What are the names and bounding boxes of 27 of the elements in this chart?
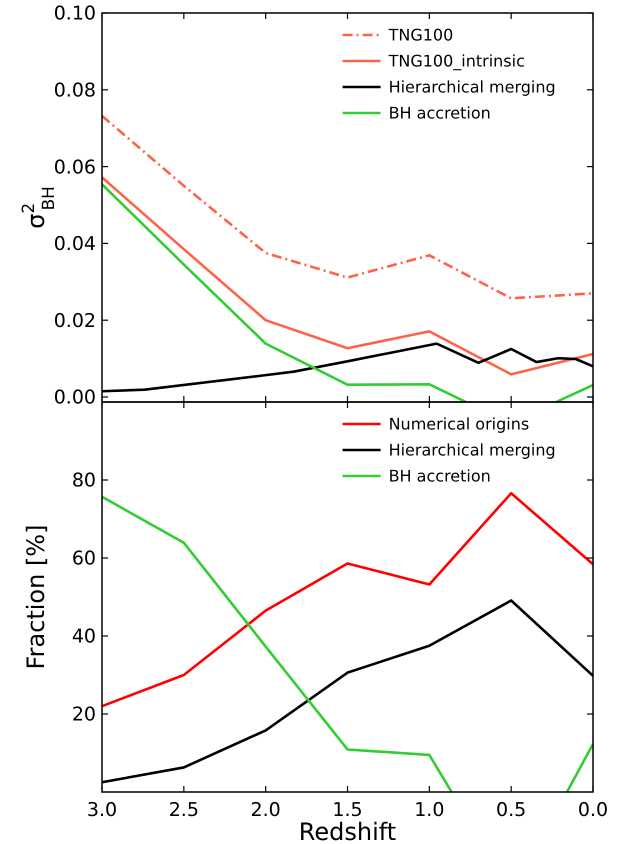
x-tick-label: 2.0 [250,799,281,821]
x-tick-label: 2.5 [168,799,199,821]
x-tick-label: 3.0 [86,799,118,821]
x-tick-label: 1.5 [332,799,363,821]
y-tick-label: 60 [72,548,96,570]
y-tick-label: 0.04 [54,233,96,256]
y-axis-title: Fraction [%] [22,524,50,670]
y-tick-label: 20 [72,704,96,726]
line-series [100,492,594,708]
legend-label: Numerical origins [388,414,530,434]
x-tick-label: 1.0 [414,799,444,821]
legend-label: Hierarchical merging [388,440,556,460]
y-tick-label: 40 [72,626,96,648]
legend-label: TNG100 [388,26,454,45]
y-tick-label: 0.10 [54,2,96,25]
legend-label: BH accretion [388,104,491,123]
y-tick-label: 80 [72,470,96,492]
y-tick-label: 0.08 [54,79,96,102]
legend-label: Hierarchical merging [388,78,556,97]
y-tick-label: 0.06 [54,156,96,178]
legend-label: TNG100_intrinsic [388,52,525,71]
y-tick-label: 0.00 [54,386,96,409]
x-axis-title: Redshift [298,818,396,844]
x-tick-label: 0.0 [578,799,608,821]
y-tick-label: 0.02 [54,310,96,332]
legend-label: BH accretion [388,466,491,486]
x-tick-label: 0.5 [496,799,526,821]
